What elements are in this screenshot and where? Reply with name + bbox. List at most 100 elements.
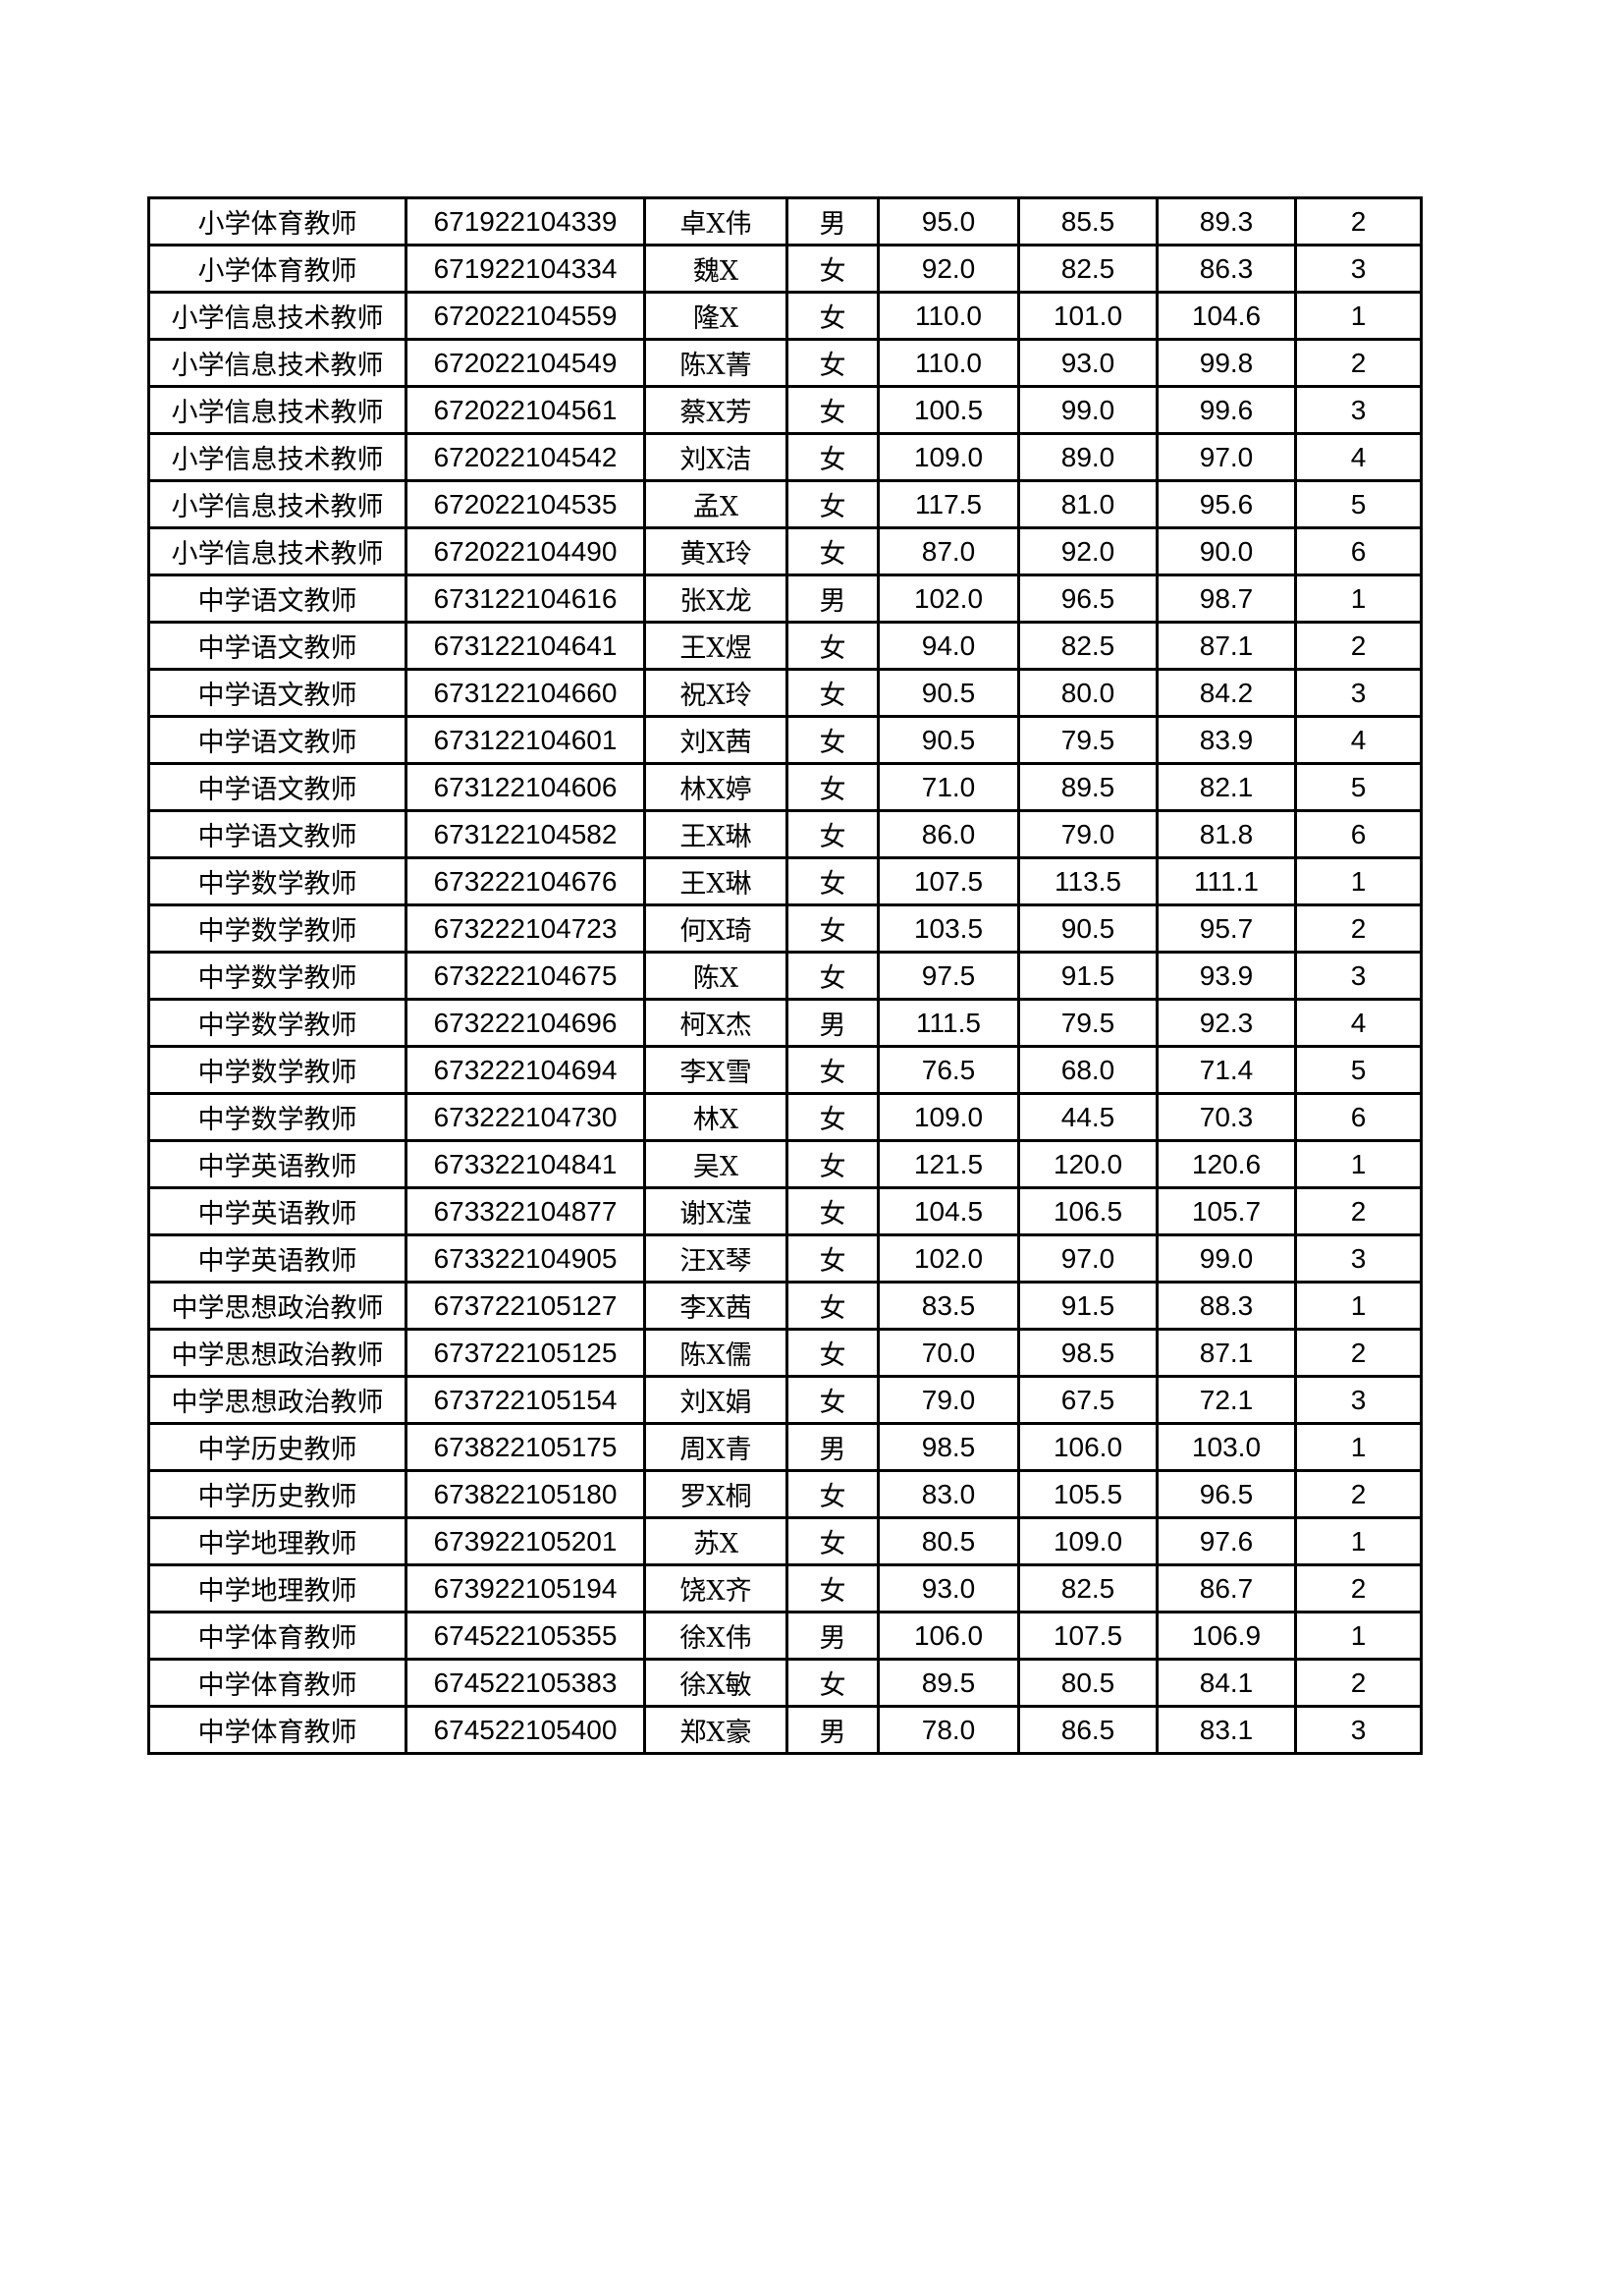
name-cell: 谢X滢 xyxy=(643,1186,788,1236)
total-score-cell: 71.4 xyxy=(1156,1045,1297,1095)
written-score-cell: 104.5 xyxy=(877,1186,1020,1236)
exam-number-cell: 673122104616 xyxy=(405,574,646,624)
position-cell: 中学思想政治教师 xyxy=(147,1375,407,1425)
rank-cell: 4 xyxy=(1294,998,1423,1048)
position-cell: 中学数学教师 xyxy=(147,1045,407,1095)
rank-cell: 6 xyxy=(1294,1092,1423,1142)
exam-number-cell: 673722105127 xyxy=(405,1281,646,1331)
gender-cell: 女 xyxy=(785,1281,880,1331)
position-cell: 中学语文教师 xyxy=(147,621,407,671)
interview-score-cell: 81.0 xyxy=(1017,479,1159,529)
exam-number-cell: 673222104730 xyxy=(405,1092,646,1142)
total-score-cell: 98.7 xyxy=(1156,574,1297,624)
total-score-cell: 70.3 xyxy=(1156,1092,1297,1142)
exam-number-cell: 673122104582 xyxy=(405,809,646,859)
rank-cell: 3 xyxy=(1294,244,1423,294)
position-cell: 中学数学教师 xyxy=(147,951,407,1001)
interview-score-cell: 109.0 xyxy=(1017,1516,1159,1566)
rank-cell: 6 xyxy=(1294,526,1423,576)
gender-cell: 女 xyxy=(785,621,880,671)
written-score-cell: 109.0 xyxy=(877,432,1020,482)
total-score-cell: 95.6 xyxy=(1156,479,1297,529)
gender-cell: 女 xyxy=(785,291,880,341)
rank-cell: 2 xyxy=(1294,1563,1423,1613)
name-cell: 陈X菁 xyxy=(643,338,788,388)
interview-score-cell: 106.5 xyxy=(1017,1186,1159,1236)
rank-cell: 4 xyxy=(1294,715,1423,765)
name-cell: 罗X桐 xyxy=(643,1469,788,1519)
interview-score-cell: 44.5 xyxy=(1017,1092,1159,1142)
rank-cell: 1 xyxy=(1294,1281,1423,1331)
written-score-cell: 106.0 xyxy=(877,1611,1020,1661)
exam-number-cell: 673822105180 xyxy=(405,1469,646,1519)
rank-cell: 5 xyxy=(1294,1045,1423,1095)
written-score-cell: 100.5 xyxy=(877,385,1020,435)
position-cell: 中学历史教师 xyxy=(147,1422,407,1472)
table-row: 中学英语教师 673322104905 汪X琴女 102.0 97.0 99.0 3 xyxy=(147,1233,1423,1284)
interview-score-cell: 91.5 xyxy=(1017,951,1159,1001)
written-score-cell: 107.5 xyxy=(877,856,1020,906)
name-cell: 刘X茜 xyxy=(643,715,788,765)
written-score-cell: 79.0 xyxy=(877,1375,1020,1425)
written-score-cell: 78.0 xyxy=(877,1705,1020,1755)
name-cell: 王X琳 xyxy=(643,809,788,859)
gender-cell: 男 xyxy=(785,196,880,246)
gender-cell: 女 xyxy=(785,338,880,388)
position-cell: 中学思想政治教师 xyxy=(147,1328,407,1378)
total-score-cell: 93.9 xyxy=(1156,951,1297,1001)
table-row: 小学体育教师 671922104334 魏X 女 92.0 82.5 86.3 3 xyxy=(147,244,1423,294)
written-score-cell: 110.0 xyxy=(877,338,1020,388)
rank-cell: 2 xyxy=(1294,1658,1423,1708)
position-cell: 中学体育教师 xyxy=(147,1658,407,1708)
interview-score-cell: 96.5 xyxy=(1017,574,1159,624)
name-cell: 周X青 xyxy=(643,1422,788,1472)
total-score-cell: 97.6 xyxy=(1156,1516,1297,1566)
gender-cell: 女 xyxy=(785,1375,880,1425)
total-score-cell: 82.1 xyxy=(1156,762,1297,812)
table-row: 中学地理教师 673922105194 饶X齐女 93.0 82.5 86.7 2 xyxy=(147,1563,1423,1613)
exam-number-cell: 673222104694 xyxy=(405,1045,646,1095)
score-table: 小学体育教师 671922104339 卓X伟男 95.0 85.5 89.3 2 小学体育教… xyxy=(147,196,1423,1755)
table-row: 小学信息技术教师 672022104490 黄X玲女 87.0 92.0 90.0 6 xyxy=(147,526,1423,576)
exam-number-cell: 672022104490 xyxy=(405,526,646,576)
exam-number-cell: 673222104675 xyxy=(405,951,646,1001)
gender-cell: 女 xyxy=(785,951,880,1001)
exam-number-cell: 673222104696 xyxy=(405,998,646,1048)
interview-score-cell: 86.5 xyxy=(1017,1705,1159,1755)
gender-cell: 女 xyxy=(785,1092,880,1142)
position-cell: 中学数学教师 xyxy=(147,1092,407,1142)
table-row: 中学语文教师 673122104660 祝X玲女 90.5 80.0 84.2 3 xyxy=(147,668,1423,718)
name-cell: 刘X娟 xyxy=(643,1375,788,1425)
interview-score-cell: 113.5 xyxy=(1017,856,1159,906)
name-cell: 郑X豪 xyxy=(643,1705,788,1755)
position-cell: 中学语文教师 xyxy=(147,715,407,765)
total-score-cell: 97.0 xyxy=(1156,432,1297,482)
gender-cell: 女 xyxy=(785,1658,880,1708)
name-cell: 李X雪 xyxy=(643,1045,788,1095)
position-cell: 小学信息技术教师 xyxy=(147,291,407,341)
written-score-cell: 70.0 xyxy=(877,1328,1020,1378)
position-cell: 中学英语教师 xyxy=(147,1186,407,1236)
name-cell: 孟X xyxy=(643,479,788,529)
interview-score-cell: 82.5 xyxy=(1017,1563,1159,1613)
interview-score-cell: 105.5 xyxy=(1017,1469,1159,1519)
rank-cell: 2 xyxy=(1294,621,1423,671)
name-cell: 柯X杰 xyxy=(643,998,788,1048)
table-row: 中学历史教师 673822105175 周X青男 98.5 106.0 103.0 1 xyxy=(147,1422,1423,1472)
table-row: 中学数学教师 673222104676 王X琳女 107.5 113.5 111.1 1 xyxy=(147,856,1423,906)
position-cell: 中学思想政治教师 xyxy=(147,1281,407,1331)
position-cell: 中学语文教师 xyxy=(147,668,407,718)
name-cell: 蔡X芳 xyxy=(643,385,788,435)
written-score-cell: 95.0 xyxy=(877,196,1020,246)
exam-number-cell: 673222104723 xyxy=(405,903,646,954)
exam-number-cell: 672022104549 xyxy=(405,338,646,388)
rank-cell: 3 xyxy=(1294,951,1423,1001)
written-score-cell: 121.5 xyxy=(877,1139,1020,1189)
name-cell: 隆X xyxy=(643,291,788,341)
rank-cell: 1 xyxy=(1294,574,1423,624)
rank-cell: 2 xyxy=(1294,338,1423,388)
gender-cell: 女 xyxy=(785,1328,880,1378)
gender-cell: 男 xyxy=(785,1705,880,1755)
total-score-cell: 81.8 xyxy=(1156,809,1297,859)
table-row: 中学思想政治教师 673722105127 李X茜女 83.5 91.5 88.3 1 xyxy=(147,1281,1423,1331)
